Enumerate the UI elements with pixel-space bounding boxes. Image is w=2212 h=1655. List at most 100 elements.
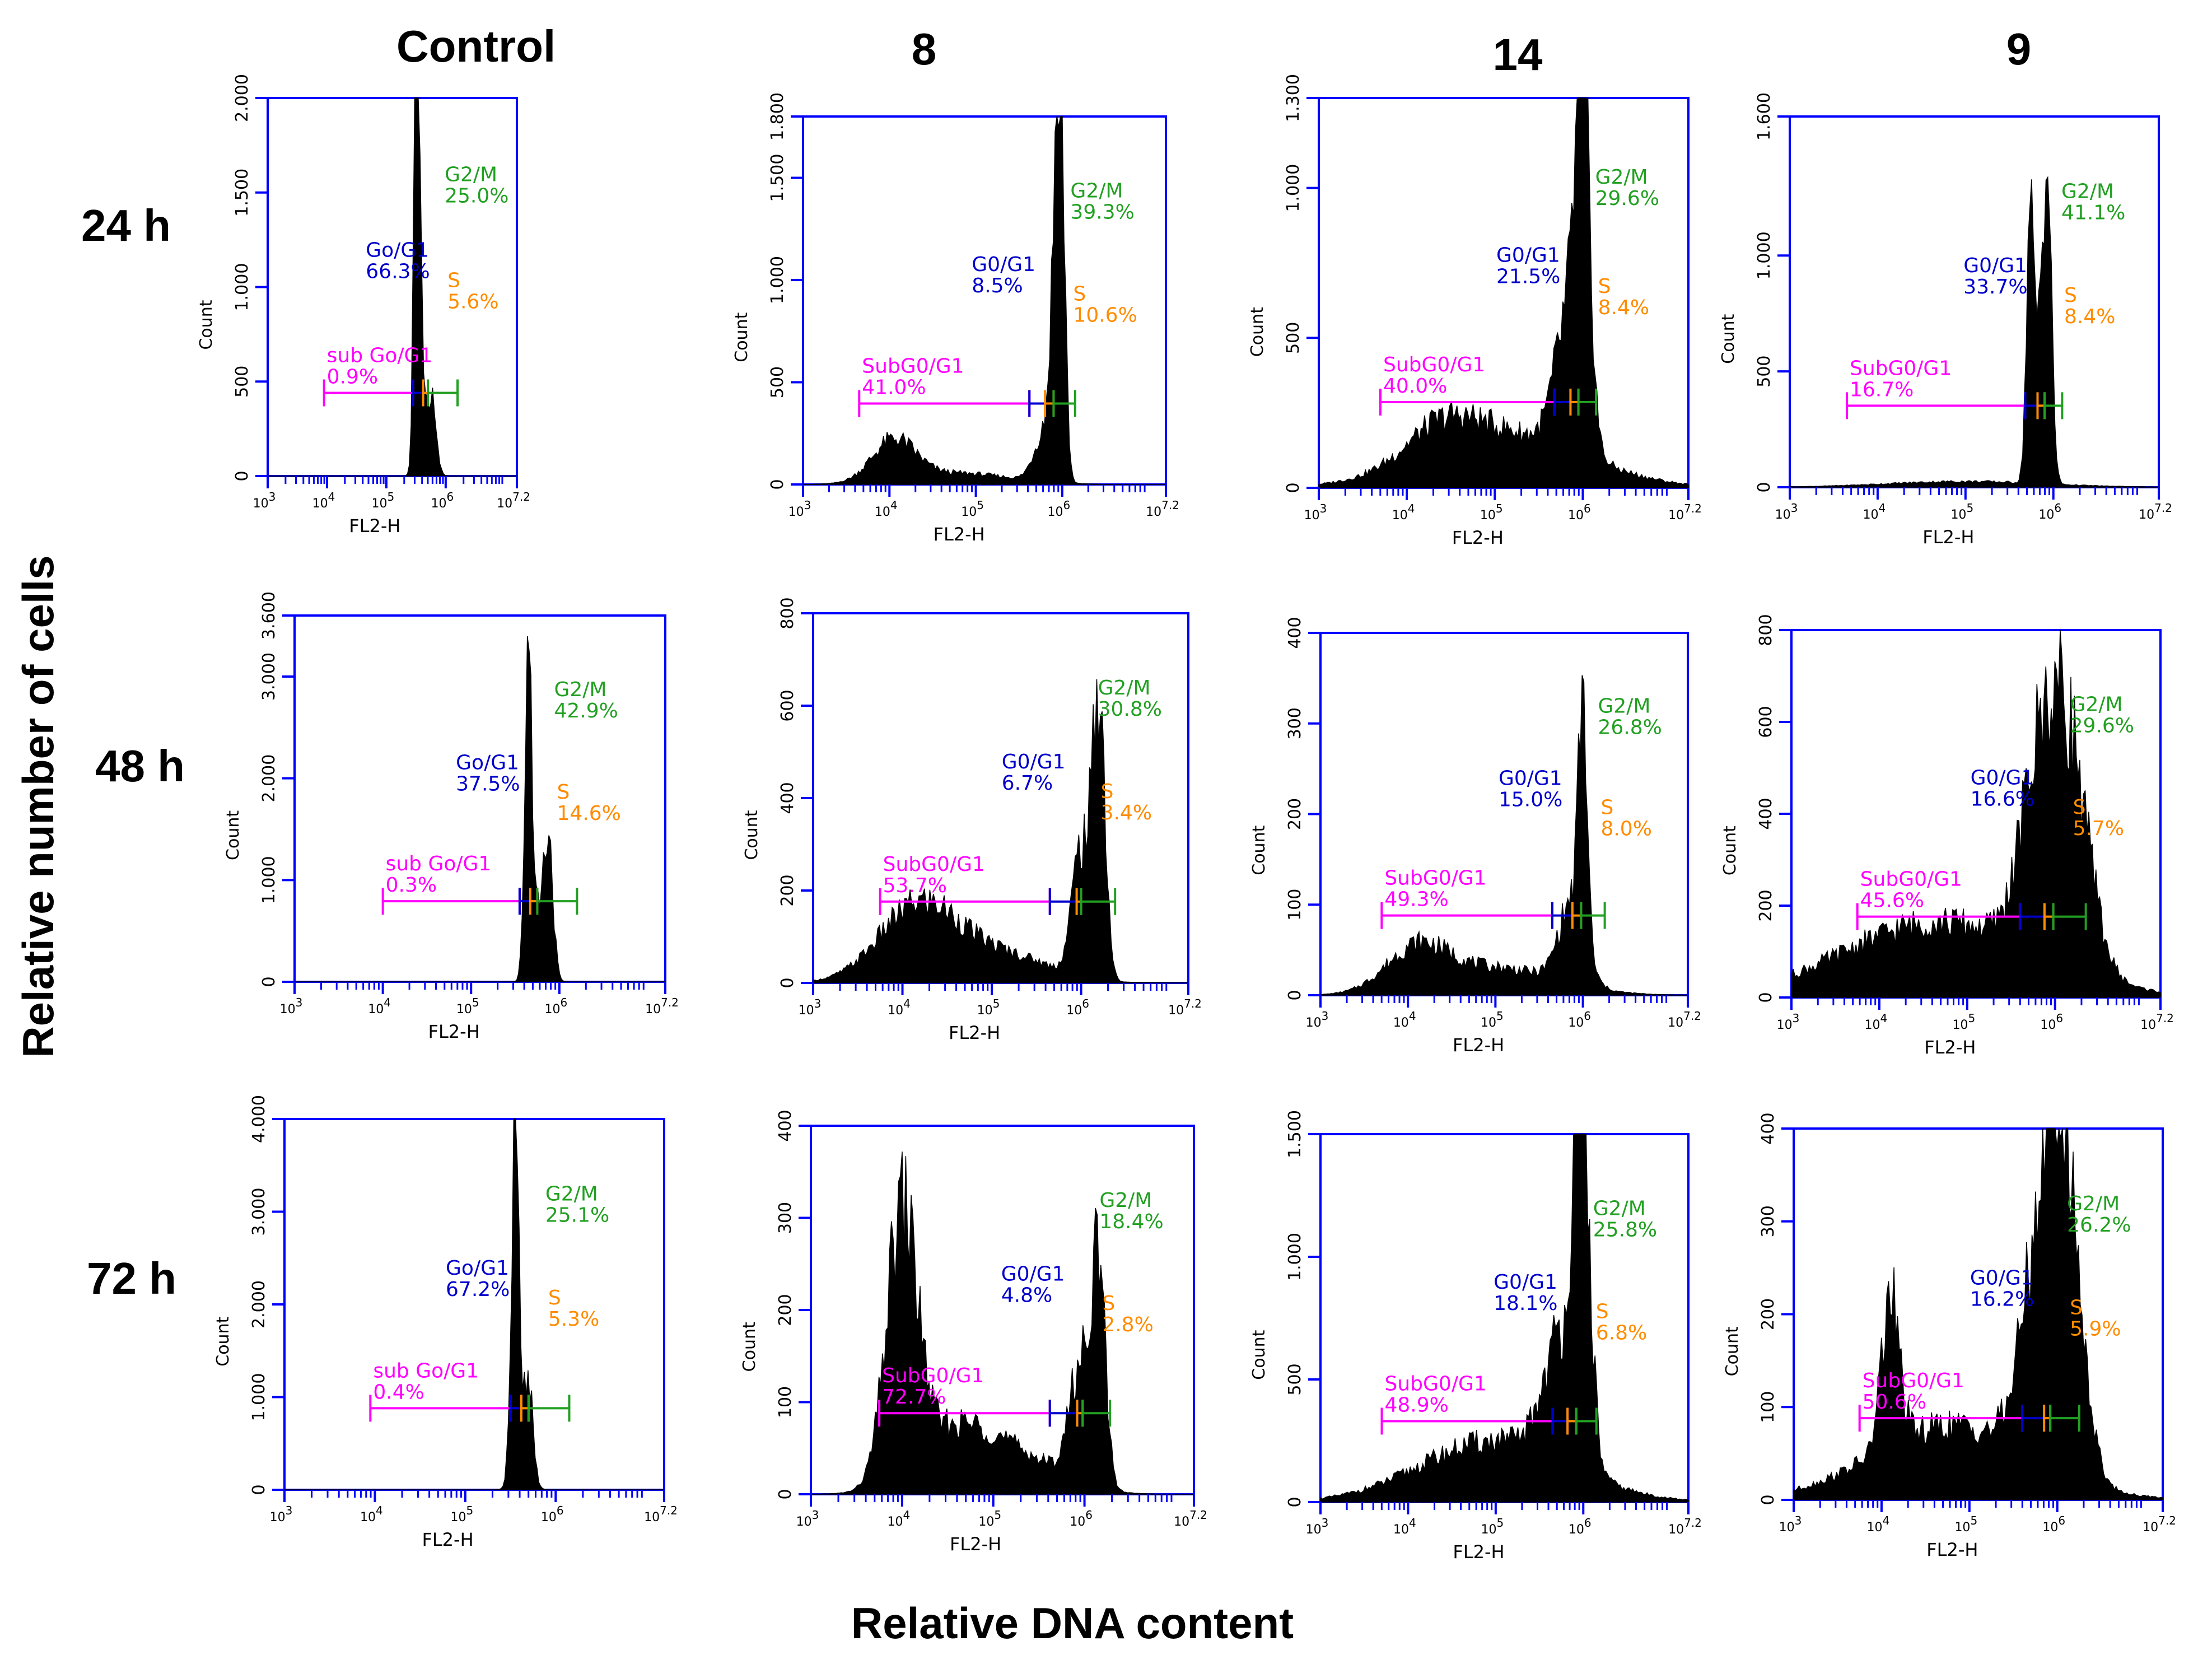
x-tick-label: 105 (961, 498, 984, 519)
gate-percentage: 5.7% (2073, 817, 2124, 840)
gate-percentage: 25.8% (1593, 1219, 1657, 1242)
x-tick-label: 105 (1481, 1009, 1504, 1030)
x-axis: 103 104 105 106 107.2 FL2-H (799, 983, 1202, 1043)
y-tick-label: 0 (768, 479, 787, 489)
gate-percentage: 4.8% (1001, 1284, 1052, 1307)
x-tick-label: 107.2 (1668, 1009, 1701, 1030)
panels-group: 0 500 1.000 1.500 2.000 Count 103 104 105 106 107.… (197, 74, 2176, 1563)
histogram-series (810, 1151, 1194, 1495)
x-axis-label: FL2-H (950, 1533, 1001, 1555)
gate-percentage: 42.9% (554, 700, 618, 722)
gate-label: G2/M (2061, 180, 2114, 203)
x-axis: 103 104 105 106 107.2 FL2-H (1306, 1502, 1702, 1563)
panel-6: 0 200 400 600 800 Count 103 104 105 106 107.2 FL2-H… (742, 597, 1202, 1043)
y-tick-label: 500 (1284, 322, 1303, 354)
x-tick-label: 107.2 (2139, 501, 2172, 522)
gate-percentage: 30.8% (1098, 698, 1162, 721)
y-axis: 0 500 1.000 1.500 1.800 Count (732, 92, 803, 490)
gate-percentage: 53.7% (883, 874, 947, 897)
gate-percentage: 8.5% (972, 274, 1023, 297)
gate-percentage: 25.0% (445, 185, 508, 208)
y-tick-label: 600 (1756, 706, 1776, 738)
gate-label: G0/G1 (1971, 767, 2034, 790)
gate-marker (536, 888, 578, 915)
y-tick-label: 500 (1754, 355, 1774, 387)
x-tick-label: 106 (1070, 1508, 1093, 1529)
x-tick-label: 107.2 (1168, 997, 1202, 1018)
gate-label: SubG0/G1 (883, 853, 985, 876)
x-tick-label: 103 (280, 996, 303, 1017)
x-axis: 103 104 105 106 107.2 FL2-H (280, 982, 679, 1042)
gate-label: S (2064, 284, 2077, 307)
y-tick-label: 0 (778, 977, 797, 988)
x-tick-label: 105 (1950, 501, 1973, 522)
panel-11: 0 500 1.000 1.500 Count 103 104 105 106 107.2 FL2-… (1249, 1110, 1702, 1563)
y-tick-label: 400 (1756, 798, 1776, 829)
gate-label: G2/M (545, 1183, 598, 1206)
gate-marker (1575, 1407, 1598, 1435)
panel-3: 0 500 1.000 1.300 Count 103 104 105 106 107.2 FL2-… (1248, 74, 1702, 548)
gate-label: S (2070, 1297, 2083, 1320)
x-tick-label: 106 (1568, 502, 1591, 523)
gate-label: S (1600, 796, 1613, 819)
y-tick-label: 300 (1285, 707, 1305, 739)
y-tick-label: 400 (778, 782, 797, 814)
x-tick-label: 106 (2042, 1514, 2065, 1535)
y-tick-label: 1.000 (249, 1373, 269, 1421)
gate-percentage: 6.7% (1002, 772, 1053, 795)
x-axis: 103 104 105 106 107.2 FL2-H (796, 1494, 1207, 1555)
x-axis-label: FL2-H (349, 515, 400, 537)
gate-label: SubG0/G1 (1384, 867, 1486, 890)
panel-1: 0 500 1.000 1.500 2.000 Count 103 104 105 106 107.… (197, 74, 530, 537)
gate-percentage: 29.6% (1595, 187, 1659, 210)
row-header-48h: 48 h (95, 741, 185, 791)
y-tick-label: 0 (1285, 990, 1305, 1000)
y-tick-label: 500 (1285, 1363, 1305, 1395)
x-tick-label: 105 (450, 1504, 473, 1525)
gate-percentage: 18.1% (1494, 1292, 1557, 1315)
gate-label: S (548, 1286, 561, 1309)
y-axis-label: Count (223, 810, 243, 860)
gate-percentage: 39.3% (1070, 201, 1134, 224)
y-axis-label: Count (740, 1322, 759, 1372)
y-axis-label: Count (1248, 307, 1267, 357)
y-tick-label: 3.000 (259, 652, 279, 701)
gate-label: SubG0/G1 (1863, 1369, 1964, 1392)
column-header-8: 8 (912, 24, 937, 74)
plot-frame (267, 97, 518, 477)
y-tick-label: 0 (776, 1489, 795, 1499)
gate-percentage: 5.9% (2070, 1318, 2121, 1341)
gate-marker (1580, 902, 1606, 929)
x-tick-label: 105 (977, 997, 1000, 1018)
y-tick-label: 1.000 (232, 263, 252, 311)
gate-percentage: 16.2% (1970, 1288, 2034, 1311)
x-tick-label: 106 (1066, 997, 1089, 1018)
gate-percentage: 8.4% (2064, 305, 2115, 328)
gate-percentage: 0.9% (327, 366, 378, 389)
y-tick-label: 200 (776, 1294, 795, 1326)
gate-percentage: 49.3% (1384, 888, 1448, 911)
y-axis-label: Count (1719, 314, 1738, 363)
y-tick-label: 600 (778, 689, 797, 721)
gate-marker (1052, 390, 1076, 417)
gate-marker (2052, 903, 2087, 930)
gate-percentage: 33.7% (1963, 276, 2027, 299)
histogram-series (268, 97, 517, 477)
gate-marker (1080, 888, 1117, 915)
y-tick-label: 1.000 (768, 256, 787, 304)
x-axis-label: FL2-H (949, 1022, 1000, 1043)
y-axis: 0 200 400 600 800 Count (742, 597, 813, 989)
x-tick-label: 103 (796, 1508, 819, 1529)
x-tick-label: 107.2 (497, 490, 530, 511)
gate-percentage: 40.0% (1383, 375, 1447, 398)
x-axis-label: FL2-H (428, 1021, 480, 1042)
gate-percentage: 5.6% (447, 291, 498, 314)
gate-percentage: 26.2% (2067, 1214, 2131, 1237)
gate-percentage: 21.5% (1496, 265, 1560, 288)
gate-percentage: 50.6% (1863, 1391, 1926, 1414)
gate-label: S (2073, 796, 2086, 819)
